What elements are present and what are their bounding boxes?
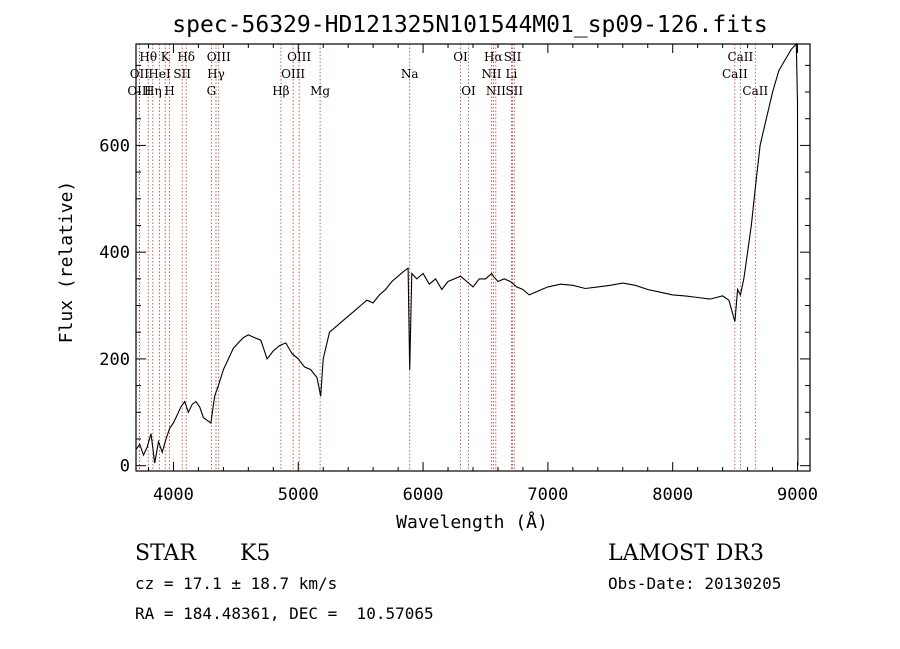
y-axis-label: Flux (relative): [56, 181, 77, 344]
coordinates-text: RA = 184.48361, DEC = 10.57065: [135, 604, 434, 623]
spectral-marker-label: Hδ: [177, 50, 195, 64]
y-axis-ticks: 0 200 400 600: [99, 64, 810, 477]
spectral-marker-label: NII: [481, 67, 501, 81]
plot-frame: [135, 43, 811, 472]
spectral-marker-label: HeI: [148, 67, 171, 81]
y-tick-label: 600: [99, 136, 130, 156]
spectral-marker-label: Hη: [144, 84, 162, 98]
spectral-marker-label: Hβ: [272, 84, 289, 98]
spectral-marker-label: SII: [173, 67, 191, 81]
chart-title: spec-56329-HD121325N101544M01_sp09-126.f…: [172, 12, 767, 38]
spectral-marker-label: OII: [130, 67, 150, 81]
y-tick-label: 200: [99, 350, 130, 370]
x-tick-label: 5000: [278, 485, 319, 505]
spectral-marker-label: Li: [506, 67, 518, 81]
spectral-marker-label: Hα: [484, 50, 503, 64]
spectral-marker-label: OIII: [207, 50, 231, 64]
spectral-marker-label: Hθ: [139, 50, 157, 64]
x-tick-label: 6000: [403, 485, 444, 505]
spectral-marker-label: OI: [461, 84, 476, 98]
spectral-marker-label: OI: [453, 50, 468, 64]
spectral-marker-label: Hγ: [207, 67, 225, 81]
spectral-marker-label: SII: [504, 50, 522, 64]
x-tick-label: 8000: [652, 485, 693, 505]
spectrum-line: [135, 42, 799, 466]
spectral-marker-lines: [138, 44, 756, 471]
y-tick-label: 0: [120, 457, 130, 477]
survey-name: LAMOST DR3: [608, 541, 764, 566]
spectral-marker-label: Mg: [310, 84, 330, 98]
x-tick-label: 9000: [777, 485, 818, 505]
y-tick-label: 400: [99, 243, 130, 263]
x-axis-ticks: 4000 5000 6000 7000 8000 9000: [147, 44, 818, 505]
spectral-marker-label: CaII: [742, 84, 768, 98]
spectral-marker-label: G: [207, 84, 217, 98]
obs-date-text: Obs-Date: 20130205: [608, 574, 781, 593]
spectral-marker-label: K: [161, 50, 171, 64]
object-subclass: K5: [240, 541, 270, 566]
x-axis-label: Wavelength (Å): [396, 511, 548, 533]
spectral-marker-label: Na: [401, 67, 419, 81]
spectral-marker-label: CaII: [727, 50, 753, 64]
x-tick-label: 4000: [153, 485, 194, 505]
object-class: STAR: [135, 541, 197, 566]
spectral-marker-label: OIII: [281, 67, 305, 81]
spectral-marker-label: SII: [505, 84, 523, 98]
redshift-text: cz = 17.1 ± 18.7 km/s: [135, 574, 337, 593]
x-tick-label: 7000: [527, 485, 568, 505]
spectral-marker-label: CaII: [722, 67, 748, 81]
spectral-marker-label: OIII: [127, 84, 151, 98]
spectral-marker-label: NII: [486, 84, 506, 98]
spectral-marker-label: OIII: [287, 50, 311, 64]
spectral-marker-label: H: [164, 84, 174, 98]
